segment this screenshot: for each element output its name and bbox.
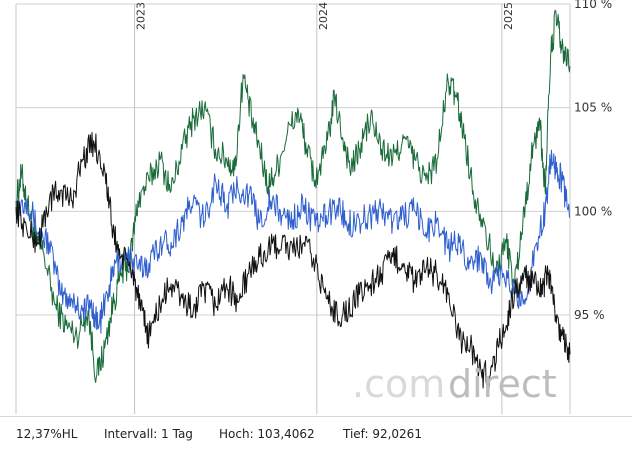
x-tick-label: 2024: [317, 2, 330, 30]
y-tick-label: 100 %: [574, 204, 612, 218]
price-chart: 95 % 100 % 105 % 110 % 2023 2024 2025 .com dir…: [15, 0, 613, 414]
axis-labels: 95 % 100 % 105 % 110 % 2023 2024 2025: [135, 0, 613, 322]
watermark-com: .com: [352, 362, 445, 406]
series-line-2: [15, 131, 571, 390]
series-line-1: [15, 149, 571, 334]
x-tick-label: 2025: [502, 2, 515, 30]
y-tick-label: 105 %: [574, 101, 612, 115]
watermark-direct: direct: [448, 362, 557, 406]
high-value: Hoch: 103,4062: [219, 427, 315, 441]
series-group: [15, 9, 571, 390]
interval-label: Intervall: 1 Tag: [104, 427, 193, 441]
y-tick-label: 110 %: [574, 0, 612, 11]
chart-footer: 12,37%HL Intervall: 1 Tag Hoch: 103,4062…: [0, 416, 632, 457]
y-tick-label: 95 %: [574, 308, 605, 322]
range-percent: 12,37%HL: [16, 427, 78, 441]
x-tick-label: 2023: [135, 2, 148, 30]
grid: [15, 3, 571, 414]
low-value: Tief: 92,0261: [343, 427, 422, 441]
